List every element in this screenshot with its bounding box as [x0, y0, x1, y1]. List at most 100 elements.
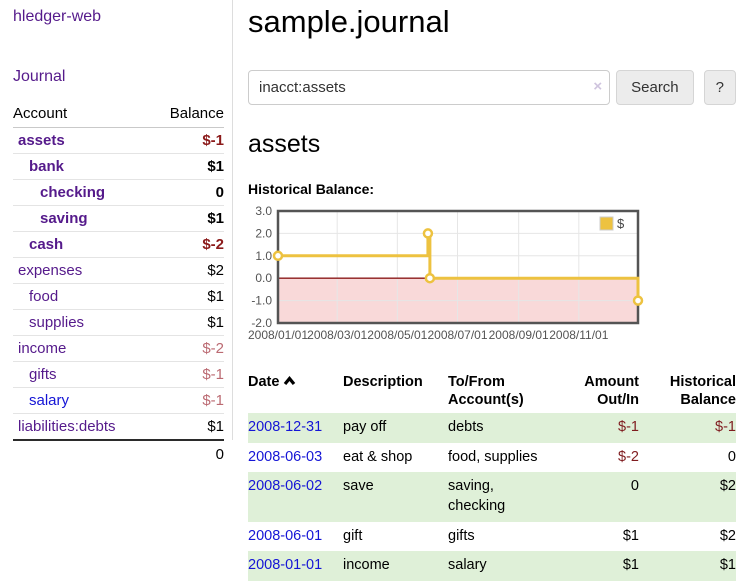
- register-row: 2008-12-31 pay off debts $-1 $-1: [248, 413, 736, 443]
- register-table: Date Description To/From Account(s) Amou…: [248, 371, 736, 581]
- account-row-income: income $-2: [13, 335, 224, 362]
- chart-legend-label: $: [617, 216, 625, 231]
- account-balance: $1: [151, 413, 224, 441]
- search-input[interactable]: [248, 70, 611, 105]
- register-row: 2008-06-02 save saving, checking 0 $2: [248, 472, 736, 522]
- account-link[interactable]: liabilities:debts: [18, 418, 116, 435]
- main-content: sample.journal × Search ? assets Histori…: [248, 0, 736, 581]
- account-heading: assets: [248, 130, 321, 158]
- register-col-description: Description: [343, 374, 423, 390]
- svg-text:-2.0: -2.0: [251, 316, 272, 330]
- register-row: 2008-06-03 eat & shop food, supplies $-2…: [248, 443, 736, 473]
- svg-text:3.0: 3.0: [255, 204, 272, 218]
- account-balance: $1: [151, 153, 224, 180]
- account-balance: $1: [151, 283, 224, 310]
- account-row-food: food $1: [13, 283, 224, 310]
- account-row-saving: saving $1: [13, 205, 224, 232]
- svg-text:2008/03/01: 2008/03/01: [307, 328, 367, 342]
- svg-text:2.0: 2.0: [255, 226, 272, 240]
- svg-text:2008/09/01: 2008/09/01: [489, 328, 549, 342]
- svg-text:1.0: 1.0: [255, 249, 272, 263]
- clear-search-icon[interactable]: ×: [593, 78, 603, 95]
- account-balance: $-1: [151, 387, 224, 414]
- register-col-balance: Historical Balance: [669, 374, 736, 409]
- account-balance: $-2: [151, 335, 224, 362]
- svg-text:2008/11/01: 2008/11/01: [549, 328, 608, 342]
- account-link[interactable]: gifts: [29, 366, 57, 383]
- svg-text:2008/05/01: 2008/05/01: [367, 328, 427, 342]
- register-col-amount: Amount Out/In: [584, 374, 639, 409]
- search-help-button[interactable]: ?: [703, 70, 736, 105]
- transaction-accounts: salary: [448, 551, 560, 581]
- register-col-date[interactable]: Date: [248, 371, 343, 413]
- accounts-total-value: 0: [151, 439, 224, 468]
- transaction-balance: $2: [719, 527, 736, 544]
- historical-balance-chart: 3.0 2.0 1.0 0.0 -1.0 -2.0 2008/01/01 2008/03/01…: [248, 204, 736, 355]
- transaction-date-link[interactable]: 2008-01-01: [248, 557, 323, 574]
- nav-journal-link[interactable]: Journal: [13, 68, 66, 85]
- accounts-header-row: Account Balance: [13, 102, 224, 128]
- search-button[interactable]: Search: [616, 70, 694, 105]
- transaction-accounts: gifts: [448, 527, 475, 544]
- register-row: 2008-06-01 gift gifts $1 $2: [248, 522, 736, 552]
- transaction-amount: $-1: [560, 413, 639, 443]
- account-row-assets: assets $-1: [13, 127, 224, 154]
- transaction-amount: 0: [560, 472, 639, 522]
- svg-text:2008/07/01: 2008/07/01: [427, 328, 487, 342]
- account-link[interactable]: cash: [29, 236, 64, 253]
- account-balance: $-2: [151, 231, 224, 258]
- account-balance: 0: [151, 179, 224, 206]
- account-row-supplies: supplies $1: [13, 309, 224, 336]
- transaction-description: gift: [343, 527, 363, 544]
- account-row-liabilities-debts: liabilities:debts $1: [13, 413, 224, 441]
- account-link[interactable]: food: [29, 288, 59, 305]
- account-balance: $-1: [151, 127, 224, 154]
- transaction-date-link[interactable]: 2008-06-02: [248, 478, 323, 495]
- transaction-balance: $1: [639, 551, 736, 581]
- sort-asc-icon: [283, 373, 296, 391]
- account-balance: $1: [151, 309, 224, 336]
- svg-text:0.0: 0.0: [255, 271, 272, 285]
- transaction-amount: $1: [560, 551, 639, 581]
- register-col-accounts: To/From Account(s): [448, 374, 524, 409]
- account-row-expenses: expenses $2: [13, 257, 224, 284]
- register-header-row: Date Description To/From Account(s) Amou…: [248, 371, 736, 413]
- account-balance: $-1: [151, 361, 224, 388]
- account-link[interactable]: bank: [29, 158, 65, 175]
- accounts-col-account: Account: [13, 102, 152, 128]
- search-bar: × Search ?: [248, 70, 736, 105]
- transaction-date-link[interactable]: 2008-06-01: [248, 527, 323, 544]
- transaction-accounts: food, supplies: [448, 448, 538, 465]
- transaction-accounts: saving, checking: [448, 472, 560, 522]
- transaction-balance: $2: [639, 472, 736, 522]
- account-row-bank: bank $1: [13, 153, 224, 180]
- svg-text:-1.0: -1.0: [251, 294, 272, 308]
- account-link[interactable]: salary: [29, 392, 70, 409]
- accounts-total-row: 0: [13, 439, 224, 468]
- accounts-col-balance: Balance: [151, 102, 224, 128]
- register-row: 2008-01-01 income salary $1 $1: [248, 551, 736, 581]
- account-row-cash: cash $-2: [13, 231, 224, 258]
- app-brand-link[interactable]: hledger-web: [13, 8, 102, 25]
- account-row-salary: salary $-1: [13, 387, 224, 414]
- account-link[interactable]: supplies: [29, 314, 85, 331]
- transaction-amount: $1: [622, 527, 639, 544]
- account-balance: $1: [151, 205, 224, 232]
- transaction-date-link[interactable]: 2008-12-31: [248, 419, 323, 436]
- account-link[interactable]: assets: [18, 132, 65, 149]
- account-link[interactable]: income: [18, 340, 67, 357]
- account-balance: $2: [151, 257, 224, 284]
- transaction-date-link[interactable]: 2008-06-03: [248, 448, 323, 465]
- account-link[interactable]: checking: [40, 184, 106, 201]
- account-link[interactable]: expenses: [18, 262, 83, 279]
- transaction-description: income: [343, 551, 448, 581]
- transaction-balance: $-1: [639, 413, 736, 443]
- accounts-table: Account Balance assets $-1 bank $1 check…: [13, 102, 224, 468]
- account-row-checking: checking 0: [13, 179, 224, 206]
- account-link[interactable]: saving: [40, 210, 88, 227]
- transaction-description: save: [343, 472, 448, 522]
- chart-title: Historical Balance:: [248, 181, 375, 197]
- account-row-gifts: gifts $-1: [13, 361, 224, 388]
- sidebar: hledger-web Journal Account Balance asse…: [0, 0, 233, 468]
